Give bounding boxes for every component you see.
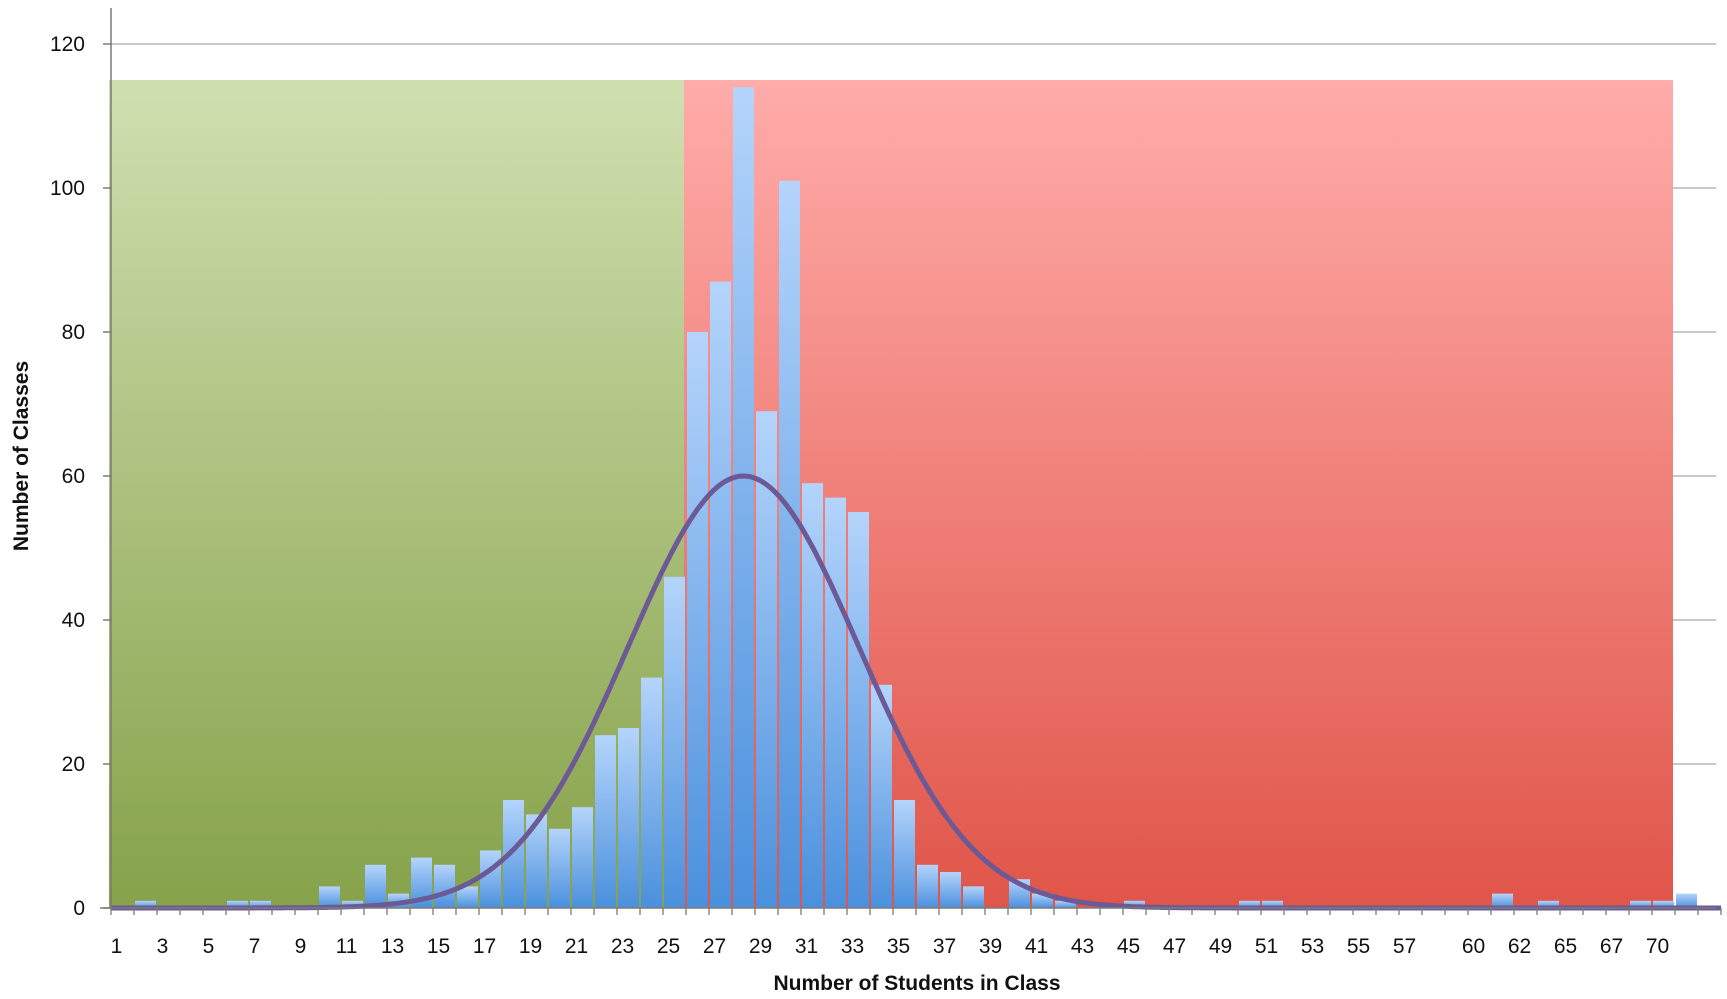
x-tick-label: 7 xyxy=(249,935,261,958)
bar xyxy=(1676,893,1697,908)
x-tick-label: 33 xyxy=(841,935,864,958)
x-tick-label: 3 xyxy=(157,935,169,958)
bar xyxy=(963,886,984,908)
bar xyxy=(250,900,271,908)
bar xyxy=(825,497,846,908)
bar xyxy=(894,800,915,908)
x-tick-label: 25 xyxy=(657,935,680,958)
x-tick-label: 19 xyxy=(519,935,542,958)
y-tick-label: 80 xyxy=(62,321,85,344)
x-tick-label: 51 xyxy=(1255,935,1278,958)
bar xyxy=(457,886,478,908)
bar xyxy=(227,900,248,908)
y-tick-label: 120 xyxy=(50,33,85,56)
x-tick-label: 62 xyxy=(1508,935,1531,958)
x-tick-label: 27 xyxy=(703,935,726,958)
y-tick-label: 100 xyxy=(50,177,85,200)
y-tick-label: 40 xyxy=(62,609,85,632)
bar xyxy=(595,735,616,908)
y-tick-label: 0 xyxy=(73,897,85,920)
y-tick-labels: 0 20 40 60 80 100 120 xyxy=(50,33,85,920)
x-tick-label: 1 xyxy=(111,935,123,958)
x-tick-label: 23 xyxy=(611,935,634,958)
x-tick-label: 15 xyxy=(427,935,450,958)
bar xyxy=(1538,900,1559,908)
bar xyxy=(411,857,432,908)
bar xyxy=(733,87,754,908)
bar xyxy=(779,180,800,909)
x-tick-label: 65 xyxy=(1554,935,1577,958)
x-tick-label: 29 xyxy=(749,935,772,958)
bar xyxy=(365,864,386,908)
shaded-region xyxy=(109,80,684,908)
x-tick-label: 43 xyxy=(1071,935,1094,958)
x-tick-label: 67 xyxy=(1600,935,1623,958)
bar xyxy=(549,828,570,908)
x-tick-label: 39 xyxy=(979,935,1002,958)
bar xyxy=(710,281,731,909)
bar xyxy=(664,576,685,908)
x-axis-title: Number of Students in Class xyxy=(773,972,1060,995)
bar xyxy=(641,677,662,908)
x-tick-label: 13 xyxy=(381,935,404,958)
bar xyxy=(526,814,547,908)
x-tick-label: 53 xyxy=(1301,935,1324,958)
x-tick-label: 55 xyxy=(1347,935,1370,958)
x-tick-labels: 1 3 5 7 9 11 13 15 17 19 21 23 25 27 29 31 33 35 37 39 41 43 4… xyxy=(111,935,1670,958)
bar xyxy=(572,807,593,908)
x-tick-label: 5 xyxy=(203,935,215,958)
x-tick-label: 35 xyxy=(887,935,910,958)
bar xyxy=(1262,900,1283,908)
bar xyxy=(434,864,455,908)
x-tick-label: 11 xyxy=(336,935,358,958)
bar xyxy=(1492,893,1513,908)
x-tick-label: 45 xyxy=(1117,935,1140,958)
y-axis-title: Number of Classes xyxy=(10,361,33,551)
x-tick-label: 41 xyxy=(1025,935,1048,958)
bar xyxy=(135,900,156,908)
bar xyxy=(917,864,938,908)
bar xyxy=(503,800,524,908)
bar xyxy=(871,684,892,908)
x-tick-label: 49 xyxy=(1209,935,1232,958)
bar xyxy=(802,483,823,908)
bar xyxy=(687,332,708,908)
bar xyxy=(618,728,639,908)
x-tick-label: 21 xyxy=(565,935,588,958)
x-tick-label: 31 xyxy=(795,935,818,958)
bar-series xyxy=(135,87,1697,909)
bar xyxy=(1653,900,1674,908)
bar xyxy=(848,512,869,908)
x-tick-label: 17 xyxy=(473,935,496,958)
bar xyxy=(1630,900,1651,908)
x-tick-label: 9 xyxy=(295,935,307,958)
y-tick-label: 60 xyxy=(62,465,85,488)
bar xyxy=(1055,900,1076,908)
x-tick-label: 70 xyxy=(1646,935,1669,958)
bar xyxy=(756,411,777,908)
axes xyxy=(100,8,1722,915)
bar xyxy=(480,850,501,908)
x-tick-label: 47 xyxy=(1163,935,1186,958)
x-tick-label: 57 xyxy=(1393,935,1416,958)
bar xyxy=(319,886,340,908)
y-tick-label: 20 xyxy=(62,753,85,776)
bar xyxy=(940,872,961,908)
bar xyxy=(1239,900,1260,908)
x-tick-label: 60 xyxy=(1462,935,1485,958)
x-tick-label: 37 xyxy=(933,935,956,958)
